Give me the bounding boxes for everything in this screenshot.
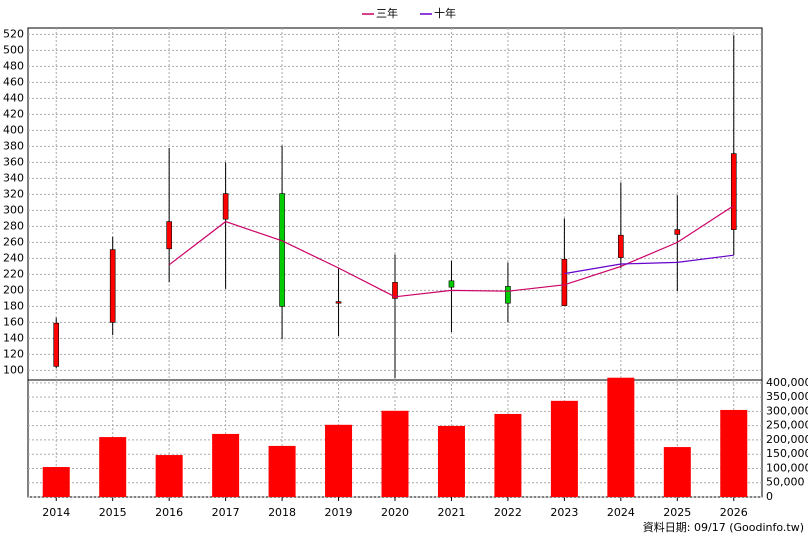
y-tick-label: 320 xyxy=(3,187,24,200)
candle-body xyxy=(109,249,116,323)
x-tick-label: 2025 xyxy=(663,506,691,519)
volume-bar xyxy=(494,413,522,497)
y-tick-label: 480 xyxy=(3,59,24,72)
y-tick-label: 360 xyxy=(3,155,24,168)
y-tick-label: 440 xyxy=(3,91,24,104)
y-tick-label: 260 xyxy=(3,235,24,248)
y-tick-label: 160 xyxy=(3,315,24,328)
volume-bar xyxy=(268,445,296,497)
x-tick-label: 2020 xyxy=(381,506,409,519)
candle-body xyxy=(730,153,737,230)
legend-label: 十年 xyxy=(434,6,456,20)
y-tick-label: 400 xyxy=(3,123,24,136)
y-tick-label: 100 xyxy=(3,363,24,376)
candle-body xyxy=(448,280,455,288)
y-tick-label: 460 xyxy=(3,75,24,88)
y-tick-label: 300 xyxy=(3,203,24,216)
footer-note: 資料日期: 09/17 (Goodinfo.tw) xyxy=(643,520,804,534)
volume-bar xyxy=(381,410,409,497)
y-tick-label: 500 xyxy=(3,43,24,56)
candle-body xyxy=(335,301,342,304)
line-series xyxy=(168,205,735,298)
volume-bar xyxy=(42,467,70,497)
y2-tick-label: 200,000 xyxy=(766,433,808,446)
x-tick-label: 2021 xyxy=(437,506,465,519)
y-tick-label: 420 xyxy=(3,107,24,120)
y2-tick-label: 250,000 xyxy=(766,419,808,432)
candle-body xyxy=(392,282,398,299)
y-tick-label: 380 xyxy=(3,139,24,152)
x-tick-label: 2026 xyxy=(720,506,748,519)
candle-body xyxy=(561,258,568,306)
volume-bar xyxy=(720,409,748,497)
candle-body xyxy=(53,322,60,367)
y2-tick-label: 50,000 xyxy=(766,476,805,489)
x-tick-label: 2015 xyxy=(99,506,127,519)
candle-body xyxy=(279,193,285,307)
y-tick-label: 340 xyxy=(3,171,24,184)
x-tick-label: 2022 xyxy=(494,506,522,519)
volume-bar xyxy=(663,447,691,497)
candle-body xyxy=(222,193,229,220)
line-series xyxy=(564,254,734,275)
volume-bar xyxy=(437,425,465,497)
x-tick-label: 2018 xyxy=(268,506,296,519)
x-tick-label: 2016 xyxy=(155,506,183,519)
volume-bar xyxy=(607,377,635,497)
candle-body xyxy=(618,234,624,258)
candle-body xyxy=(505,286,511,304)
candle-body xyxy=(166,221,172,250)
volume-bar xyxy=(325,424,353,497)
x-tick-label: 2014 xyxy=(42,506,70,519)
y-tick-label: 520 xyxy=(3,27,24,40)
volume-bar xyxy=(155,455,183,497)
y-tick-label: 240 xyxy=(3,251,24,264)
x-tick-label: 2017 xyxy=(212,506,240,519)
volume-bar xyxy=(212,433,240,497)
y2-tick-label: 400,000 xyxy=(766,376,808,389)
y-tick-label: 220 xyxy=(3,267,24,280)
candle-body xyxy=(674,229,681,235)
x-tick-label: 2023 xyxy=(550,506,578,519)
x-tick-label: 2024 xyxy=(607,506,635,519)
y-tick-label: 280 xyxy=(3,219,24,232)
y2-tick-label: 350,000 xyxy=(766,390,808,403)
y2-tick-label: 150,000 xyxy=(766,447,808,460)
volume-bar xyxy=(550,400,578,497)
legend-label: 三年 xyxy=(376,6,398,20)
y-tick-label: 140 xyxy=(3,331,24,344)
y2-tick-label: 0 xyxy=(766,490,773,503)
volume-bar xyxy=(99,437,127,497)
y2-tick-label: 100,000 xyxy=(766,461,808,474)
x-tick-label: 2019 xyxy=(325,506,353,519)
y-tick-label: 180 xyxy=(3,299,24,312)
y-tick-label: 120 xyxy=(3,347,24,360)
y-tick-label: 200 xyxy=(3,283,24,296)
y2-tick-label: 300,000 xyxy=(766,404,808,417)
